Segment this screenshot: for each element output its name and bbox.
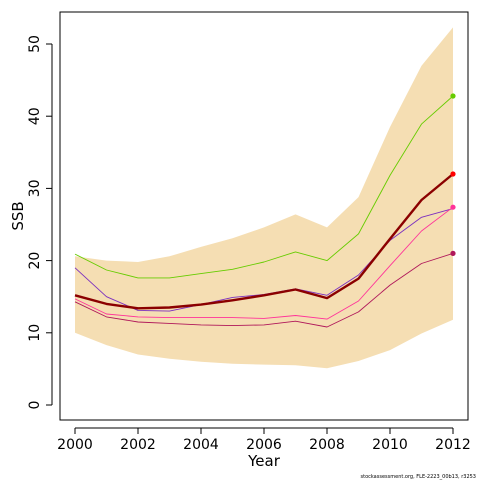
series-endpoint-2 <box>450 204 456 210</box>
y-tick-label-4: 40 <box>27 107 43 125</box>
series-line-0 <box>74 95 454 279</box>
x-tick-label-4: 2008 <box>309 437 345 453</box>
x-tick-label-2: 2004 <box>183 437 219 453</box>
series-endpoint-0 <box>450 93 456 99</box>
endpoint-layer <box>450 93 456 256</box>
x-axis-title: Year <box>247 452 281 470</box>
series-layer <box>74 95 454 328</box>
y-tick-label-3: 30 <box>27 179 43 197</box>
x-axis: 2000 2002 2004 2006 2008 2010 2012 <box>57 427 471 453</box>
series-endpoint-3 <box>450 250 456 256</box>
x-tick-label-6: 2012 <box>435 437 471 453</box>
y-axis: 0 10 20 30 40 50 <box>27 35 53 410</box>
x-tick-label-0: 2000 <box>57 437 93 453</box>
footer-note: stockassessment.org, FLE-2223_00b13, r32… <box>361 474 477 480</box>
y-tick-label-1: 10 <box>27 324 43 342</box>
series-line-3 <box>74 252 454 328</box>
series-line-4 <box>74 173 454 310</box>
series-endpoint-5 <box>450 171 456 177</box>
y-axis-title: SSB <box>9 201 27 230</box>
x-tick-label-5: 2010 <box>372 437 408 453</box>
series-line-2 <box>74 206 454 320</box>
y-tick-label-2: 20 <box>27 252 43 270</box>
confidence-band <box>75 27 453 369</box>
x-tick-label-1: 2002 <box>120 437 156 453</box>
y-tick-label-0: 0 <box>27 401 43 410</box>
plot-frame <box>59 11 469 421</box>
y-tick-label-5: 50 <box>27 35 43 53</box>
x-tick-label-3: 2006 <box>246 437 282 453</box>
confidence-band-layer <box>75 27 453 369</box>
